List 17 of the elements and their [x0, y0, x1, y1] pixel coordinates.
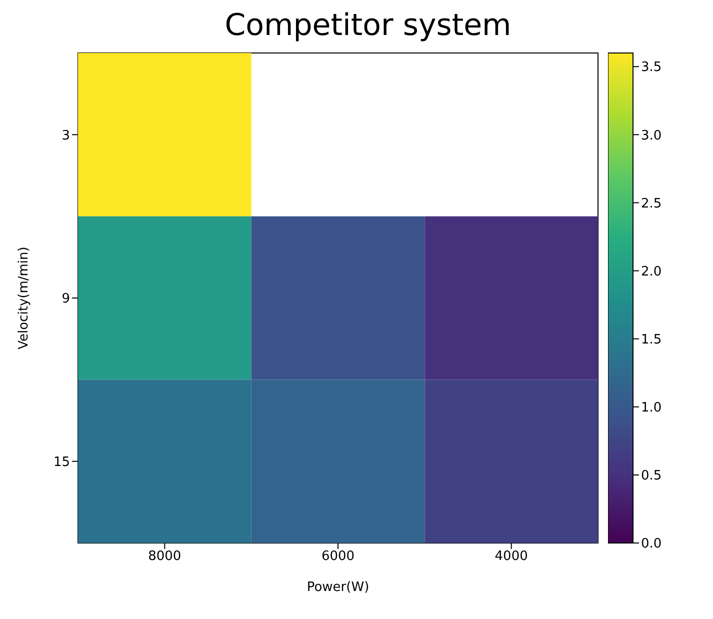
x-tick-label: 8000 [148, 549, 182, 564]
color-bar-label: 0.0 [641, 536, 662, 552]
y-tick-label: 9 [62, 292, 70, 307]
x-tick-label: 6000 [321, 549, 355, 564]
color-bar-label: 3.0 [641, 128, 662, 144]
y-tick-label: 15 [53, 454, 70, 470]
color-bar-label: 1.5 [641, 332, 662, 348]
x-axis-title: Power(W) [306, 580, 370, 595]
color-bar-label: 2.0 [641, 264, 662, 280]
x-tick-label: 4000 [494, 549, 528, 564]
color-bar-label: 2.5 [641, 196, 662, 212]
y-axis-title: Velocity(m/min) [16, 246, 32, 350]
color-bar-label: 0.5 [641, 468, 662, 484]
color-bar-label: 1.0 [641, 400, 662, 416]
color-bar-label: 3.5 [641, 60, 662, 76]
y-tick-label: 3 [62, 128, 70, 144]
chart-title: Competitor system [224, 8, 512, 43]
